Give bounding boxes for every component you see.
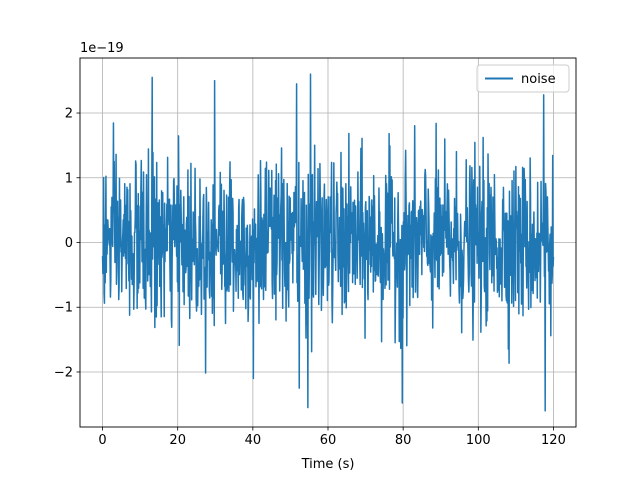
x-tick-label: 80: [395, 433, 412, 448]
y-tick-label: −2: [54, 365, 73, 380]
x-tick-label: 40: [245, 433, 262, 448]
x-tick-label: 0: [98, 433, 106, 448]
y-tick-label: −1: [54, 301, 73, 316]
y-tick-label: 0: [65, 236, 73, 251]
y-tick-label: 2: [65, 107, 73, 122]
y-offset-text: 1e−19: [80, 41, 124, 56]
x-tick-label: 20: [169, 433, 186, 448]
series-layer: [101, 73, 555, 412]
x-axis-label: Time (s): [301, 457, 355, 472]
y-tick-label: 1: [65, 171, 73, 186]
ticks: 0 20 40 60 80 100 120 −2 −1 0 1 2: [54, 107, 566, 448]
legend-box: [476, 64, 570, 93]
legend: noise: [476, 64, 570, 93]
series-line-noise: [101, 73, 555, 412]
x-tick-label: 60: [320, 433, 337, 448]
legend-label-noise: noise: [521, 72, 556, 87]
x-tick-label: 120: [541, 433, 566, 448]
x-tick-label: 100: [466, 433, 491, 448]
